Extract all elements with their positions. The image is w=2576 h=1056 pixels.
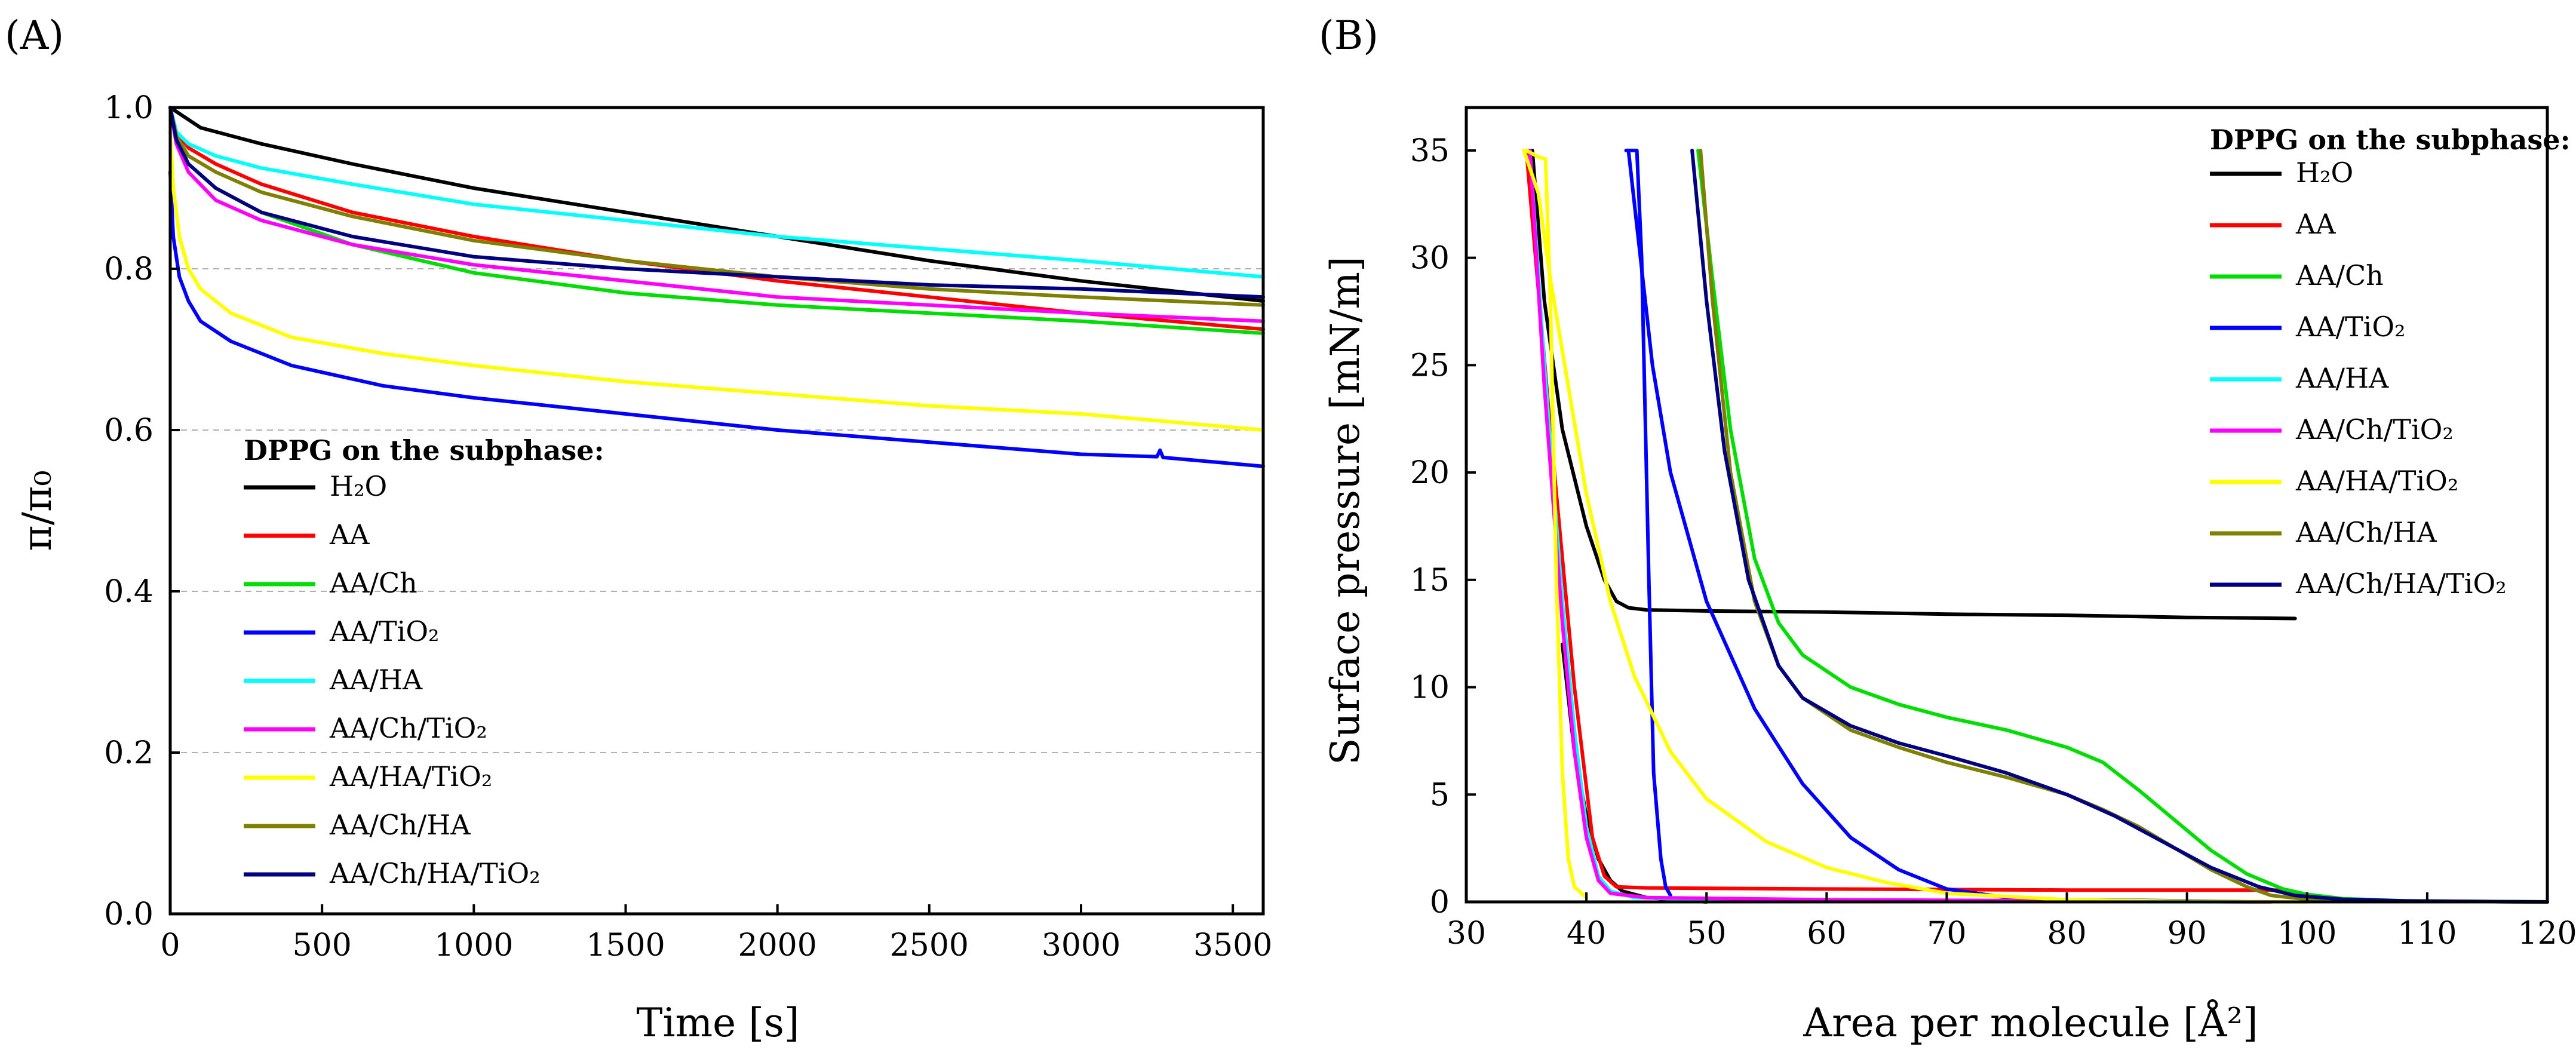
panel-b-y-tick-label: 25 [1410, 348, 1450, 383]
panel-b-x-tick-label: 120 [2517, 916, 2576, 951]
panel-b-plot-frame [1464, 106, 2549, 904]
panel-b-legend-label-aa-ch-ha-tio2: AA/Ch/HA/TiO₂ [2295, 567, 2507, 600]
panel-b-x-tick-label: 30 [1447, 916, 1486, 951]
panel-b-x-tick-label: 40 [1567, 916, 1606, 951]
panel-a-series-aa [168, 106, 1265, 331]
panel-a-series-aa-ch-ha [168, 106, 1265, 307]
panel-a-x-tick-label: 1500 [586, 928, 665, 963]
panel-a-x-tick-label: 2000 [738, 928, 816, 963]
panel-b-y-tick-label: 20 [1410, 455, 1450, 491]
panel-a-x-tick-label: 0 [160, 928, 180, 963]
panel-b: (B) Area per molecule [Å²] Surface press… [1319, 13, 2576, 1046]
panel-b-series-aa-tio2-steep [1624, 148, 1672, 898]
panel-a-y-tick-label: 0.6 [104, 413, 153, 449]
panel-b-legend-label-aa-ch-ha: AA/Ch/HA [2295, 516, 2437, 548]
panel-b-legend-label-aa-ha-tio2: AA/HA/TiO₂ [2295, 465, 2458, 497]
panel-a-series [168, 106, 1265, 468]
panel-a-legend-label-aa-ch-ha-tio2: AA/Ch/HA/TiO₂ [329, 857, 541, 889]
panel-b-series-aa-ch-ha-tio2 [1690, 148, 2549, 904]
panel-b-series-aa-ha-tio2 [1522, 148, 2309, 904]
panel-b-y-tick-label: 0 [1430, 885, 1450, 920]
panel-b-x-tick-label: 70 [1927, 916, 1966, 951]
panel-a-legend-label-aa-ch-ha: AA/Ch/HA [329, 809, 471, 841]
panel-a-series-aa-ha-tio2 [168, 130, 1265, 432]
panel-b-y-tick-label: 35 [1410, 133, 1450, 169]
panel-a-legend-label-aa-tio2: AA/TiO₂ [329, 615, 439, 647]
panel-b-legend-label-aa-ha: AA/HA [2295, 362, 2389, 394]
panel-a-series-aa-ch-tio2 [168, 106, 1265, 323]
panel-a: (A) Time [s] π/π₀ 0 500 1000 1500 2000 2500 30… [5, 13, 1272, 1046]
panel-b-label: (B) [1319, 13, 1378, 59]
panel-a-plot-frame [168, 106, 1265, 916]
panel-a-y-tick-label: 0.4 [104, 574, 153, 610]
panel-a-legend-title: DPPG on the subphase: [244, 434, 604, 466]
panel-b-x-tick-label: 90 [2167, 916, 2207, 951]
panel-b-x-tick-label: 100 [2277, 916, 2336, 951]
panel-a-xlabel: Time [s] [636, 1000, 799, 1046]
panel-b-legend-label-aa-tio2: AA/TiO₂ [2295, 311, 2405, 343]
panel-b-x-tick-label: 50 [1687, 916, 1726, 951]
panel-a-ticks: 0 500 1000 1500 2000 2500 3000 3500 0.0 0.2 0.4 0.6… [104, 90, 1272, 963]
panel-a-x-tick-label: 1000 [434, 928, 513, 963]
panel-b-y-tick-label: 30 [1410, 241, 1450, 277]
panel-b-legend-title: DPPG on the subphase: [2210, 124, 2571, 156]
panel-b-ylabel: Surface pressure [mN/m] [1322, 256, 1368, 765]
panel-b-legend-label-h2o: H₂O [2296, 156, 2353, 189]
panel-b-series-aa-tio2 [1626, 148, 2273, 904]
panel-a-legend-label-aa-ha-tio2: AA/HA/TiO₂ [329, 760, 492, 793]
panel-a-y-tick-label: 0.8 [104, 251, 153, 287]
panel-b-series [1522, 148, 2549, 904]
panel-a-y-tick-label: 0.0 [104, 897, 153, 932]
panel-b-y-tick-label: 10 [1410, 670, 1450, 706]
panel-a-x-tick-label: 3000 [1042, 928, 1120, 963]
panel-a-legend: DPPG on the subphase: H₂O AA AA/Ch AA/TiO₂ A… [244, 434, 604, 889]
panel-b-x-tick-label: 110 [2397, 916, 2457, 951]
panel-b-y-tick-label: 5 [1430, 777, 1450, 813]
panel-b-legend: DPPG on the subphase: H₂O AA AA/Ch AA/TiO₂ A… [2210, 124, 2571, 600]
panel-a-series-aa-ch-ha-tio2 [168, 106, 1265, 299]
panel-a-label: (A) [5, 13, 64, 59]
panel-a-ylabel: π/π₀ [14, 470, 60, 551]
panel-b-series-aa-ha-tio2-steep [1524, 148, 1589, 900]
panel-b-xlabel: Area per molecule [Å²] [1803, 1000, 2258, 1046]
panel-a-series-aa-tio2 [168, 170, 1265, 468]
panel-a-x-tick-label: 2500 [890, 928, 969, 963]
panel-b-x-tick-label: 60 [1807, 916, 1846, 951]
panel-b-series-h2o [1530, 148, 2297, 621]
panel-a-legend-label-aa-ch: AA/Ch [329, 567, 417, 599]
panel-b-legend-label-aa-ch-tio2: AA/Ch/TiO₂ [2295, 413, 2454, 446]
panel-a-x-tick-label: 500 [293, 928, 352, 963]
panel-b-x-tick-label: 80 [2047, 916, 2086, 951]
panel-a-legend-label-aa-ha: AA/HA [329, 664, 423, 696]
panel-a-x-tick-label: 3500 [1193, 928, 1272, 963]
panel-b-legend-label-aa-ch: AA/Ch [2295, 259, 2384, 291]
panel-a-series-h2o [168, 106, 1265, 303]
panel-a-y-tick-label: 1.0 [104, 90, 153, 126]
panel-b-ticks: 30 40 50 60 70 80 90 100 110 120 0 5 10 15 20 25 30 35 [1410, 133, 2576, 951]
panel-a-legend-label-aa-ch-tio2: AA/Ch/TiO₂ [329, 712, 487, 744]
panel-a-legend-label-aa: AA [329, 518, 370, 551]
panel-a-series-aa-ha [168, 106, 1265, 279]
panel-b-legend-label-aa: AA [2295, 208, 2336, 240]
panel-a-legend-label-h2o: H₂O [330, 470, 387, 502]
panel-b-y-tick-label: 15 [1410, 563, 1450, 598]
panel-a-y-tick-label: 0.2 [104, 735, 153, 771]
